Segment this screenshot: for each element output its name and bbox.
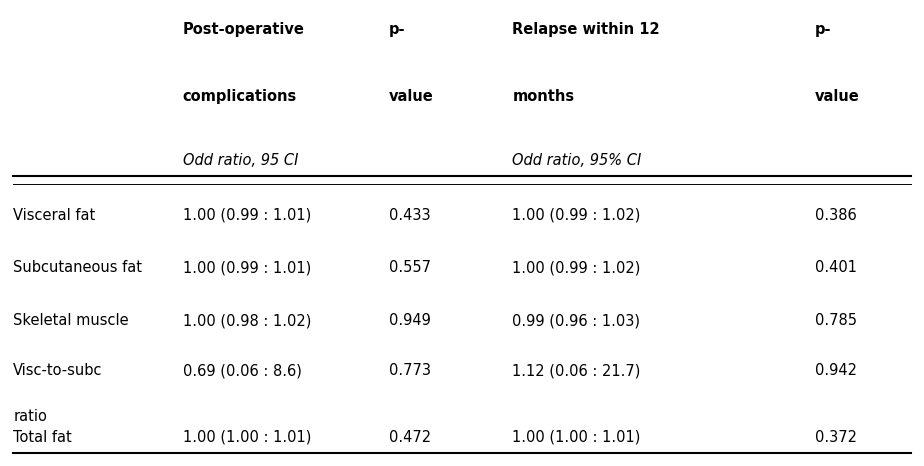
Text: 1.00 (1.00 : 1.01): 1.00 (1.00 : 1.01) [183, 430, 311, 445]
Text: 0.557: 0.557 [389, 260, 431, 275]
Text: Post-operative: Post-operative [183, 22, 305, 37]
Text: 1.00 (0.99 : 1.02): 1.00 (0.99 : 1.02) [513, 208, 640, 223]
Text: Skeletal muscle: Skeletal muscle [13, 313, 129, 328]
Text: Total fat: Total fat [13, 430, 72, 445]
Text: p-: p- [389, 22, 406, 37]
Text: 1.00 (1.00 : 1.01): 1.00 (1.00 : 1.01) [513, 430, 640, 445]
Text: ratio: ratio [13, 409, 47, 424]
Text: 1.12 (0.06 : 21.7): 1.12 (0.06 : 21.7) [513, 363, 640, 378]
Text: 1.00 (0.99 : 1.01): 1.00 (0.99 : 1.01) [183, 260, 311, 275]
Text: Relapse within 12: Relapse within 12 [513, 22, 660, 37]
Text: 0.433: 0.433 [389, 208, 431, 223]
Text: 0.372: 0.372 [815, 430, 857, 445]
Text: 0.99 (0.96 : 1.03): 0.99 (0.96 : 1.03) [513, 313, 640, 328]
Text: 0.386: 0.386 [815, 208, 857, 223]
Text: 1.00 (0.99 : 1.02): 1.00 (0.99 : 1.02) [513, 260, 640, 275]
Text: 1.00 (0.98 : 1.02): 1.00 (0.98 : 1.02) [183, 313, 311, 328]
Text: months: months [513, 89, 575, 104]
Text: Odd ratio, 95 CI: Odd ratio, 95 CI [183, 153, 298, 168]
Text: 0.785: 0.785 [815, 313, 857, 328]
Text: 1.00 (0.99 : 1.01): 1.00 (0.99 : 1.01) [183, 208, 311, 223]
Text: 0.949: 0.949 [389, 313, 431, 328]
Text: complications: complications [183, 89, 297, 104]
Text: Visc-to-subc: Visc-to-subc [13, 363, 103, 378]
Text: Visceral fat: Visceral fat [13, 208, 95, 223]
Text: value: value [815, 89, 859, 104]
Text: 0.942: 0.942 [815, 363, 857, 378]
Text: 0.773: 0.773 [389, 363, 431, 378]
Text: p-: p- [815, 22, 831, 37]
Text: value: value [389, 89, 433, 104]
Text: 0.472: 0.472 [389, 430, 431, 445]
Text: Odd ratio, 95% CI: Odd ratio, 95% CI [513, 153, 642, 168]
Text: 0.401: 0.401 [815, 260, 857, 275]
Text: Subcutaneous fat: Subcutaneous fat [13, 260, 142, 275]
Text: 0.69 (0.06 : 8.6): 0.69 (0.06 : 8.6) [183, 363, 301, 378]
